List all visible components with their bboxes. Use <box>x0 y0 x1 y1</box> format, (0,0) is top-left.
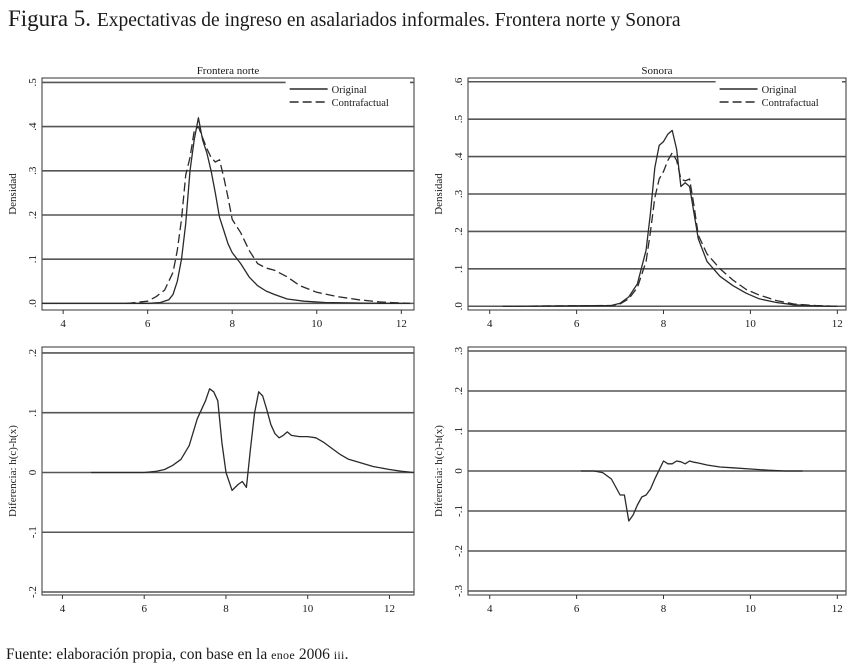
fn-density-ylabel: Densidad <box>7 173 19 215</box>
source-abbr: enoe <box>271 648 295 662</box>
fn-density-ytick-label: .3 <box>27 166 39 175</box>
so-density-ytick-label: .6 <box>453 77 465 86</box>
so-diff-series-diferencia-line <box>581 460 803 522</box>
so-density-ytick-label: .3 <box>453 189 465 198</box>
so-diff-ytick-label: .1 <box>453 427 465 435</box>
so-diff-ylabel: Diferencia: h(c)-h(x) <box>433 425 445 517</box>
so-density-series-contrafactual-line <box>502 152 838 307</box>
figure-title: Figura 5. Expectativas de ingreso en asa… <box>8 6 681 32</box>
fn-diff-xtick-label: 8 <box>223 603 229 615</box>
fn-density-legend-box <box>285 81 410 110</box>
fn-diff-ytick-label: .2 <box>27 349 39 357</box>
so-density-xtick-label: 10 <box>745 318 757 330</box>
fn-density-ytick-label: .2 <box>27 211 39 219</box>
so-diff-ytick-label: 0 <box>453 468 465 474</box>
figure-source: Fuente: elaboración propia, con base en … <box>6 646 349 664</box>
so-density-ytick-label: .4 <box>453 152 465 161</box>
fn-diff-ylabel: Diferencia: h(c)-h(x) <box>7 425 19 517</box>
fn-density-xtick-label: 6 <box>145 318 151 330</box>
so-diff-xtick-label: 12 <box>832 603 843 615</box>
so-diff-panel: -.3 -.2 -.1 0 .1 .2 .3 4 6 8 10 12 Diferencia: h(c)-… <box>433 346 847 615</box>
fn-density-xtick-label: 8 <box>229 318 235 330</box>
fn-density-xtick-label: 10 <box>311 318 323 330</box>
so-density-series-original-line <box>502 129 838 307</box>
so-density-legend-label: Contrafactual <box>762 98 819 109</box>
fn-density-legend-label: Original <box>332 85 367 96</box>
figure-title-text: Expectativas de ingreso en asalariados i… <box>96 10 681 31</box>
fn-density-series-original-line <box>42 117 410 305</box>
so-diff-ytick-label: -.3 <box>453 585 465 597</box>
so-diff-ytick-label: .3 <box>453 346 465 355</box>
so-diff-ytick-label: -.2 <box>453 545 465 557</box>
so-density-legend-box <box>715 81 842 110</box>
so-density-ytick-label: .5 <box>453 115 465 124</box>
so-density-xtick-label: 8 <box>661 318 667 330</box>
fn-diff-ytick-label: -.1 <box>27 526 39 538</box>
source-suffix: iii <box>333 648 345 662</box>
fn-diff-ytick-label: -.2 <box>27 586 39 598</box>
so-density-ytick-label: .2 <box>453 227 465 235</box>
so-density-ytick-label: .1 <box>453 265 465 273</box>
so-diff-ytick-label: .2 <box>453 387 465 395</box>
so-density-xtick-label: 12 <box>832 318 843 330</box>
source-end: . <box>344 646 349 663</box>
source-prefix: Fuente: elaboración propia, con base en … <box>6 646 268 663</box>
so-diff-xtick-label: 10 <box>745 603 757 615</box>
so-diff-xtick-label: 6 <box>574 603 580 615</box>
fn-density-xtick-label: 12 <box>396 318 407 330</box>
figure-title-prefix: Figura 5. <box>8 6 92 31</box>
so-diff-ytick-label: -.1 <box>453 505 465 517</box>
fn-diff-xtick-label: 6 <box>141 603 147 615</box>
fn-diff-plot-frame <box>41 346 415 596</box>
fn-density-series-contrafactual-line <box>126 125 410 305</box>
fn-diff-ytick-label: 0 <box>27 469 39 475</box>
source-year: 2006 <box>298 646 330 663</box>
fn-diff-series-diferencia-line <box>91 388 415 492</box>
fn-density-title: Frontera norte <box>197 65 260 77</box>
fn-density-xtick-label: 4 <box>60 318 66 330</box>
fn-diff-ytick-label: .1 <box>27 409 39 417</box>
fn-density-plot-frame <box>41 77 415 311</box>
fn-density-panel: .0 .1 .2 .3 .4 .5 4 6 8 10 12 Densidad Frontera nort… <box>7 65 415 330</box>
so-diff-xtick-label: 8 <box>661 603 667 615</box>
fn-density-legend-label: Contrafactual <box>332 98 389 109</box>
so-density-panel: .0 .1 .2 .3 .4 .5 .6 4 6 8 10 12 Densidad Sonora Origi… <box>433 65 847 330</box>
fn-density-ytick-label: .4 <box>27 122 39 131</box>
fn-density-ytick-label: .5 <box>27 78 39 87</box>
fn-density-ytick-label: .1 <box>27 255 39 263</box>
fn-density-ytick-label: .0 <box>27 299 39 308</box>
so-density-ylabel: Densidad <box>433 173 445 215</box>
so-density-xtick-label: 4 <box>487 318 493 330</box>
fn-diff-xtick-label: 12 <box>384 603 395 615</box>
fn-diff-panel: -.2 -.1 0 .1 .2 4 6 8 10 12 Diferencia: h(c)-h(x) <box>7 346 415 615</box>
so-density-legend-label: Original <box>762 85 797 96</box>
so-density-xtick-label: 6 <box>574 318 580 330</box>
so-density-ytick-label: .0 <box>453 302 465 311</box>
fn-diff-xtick-label: 4 <box>60 603 66 615</box>
so-density-title: Sonora <box>641 65 672 77</box>
so-diff-xtick-label: 4 <box>487 603 493 615</box>
fn-diff-xtick-label: 10 <box>302 603 314 615</box>
